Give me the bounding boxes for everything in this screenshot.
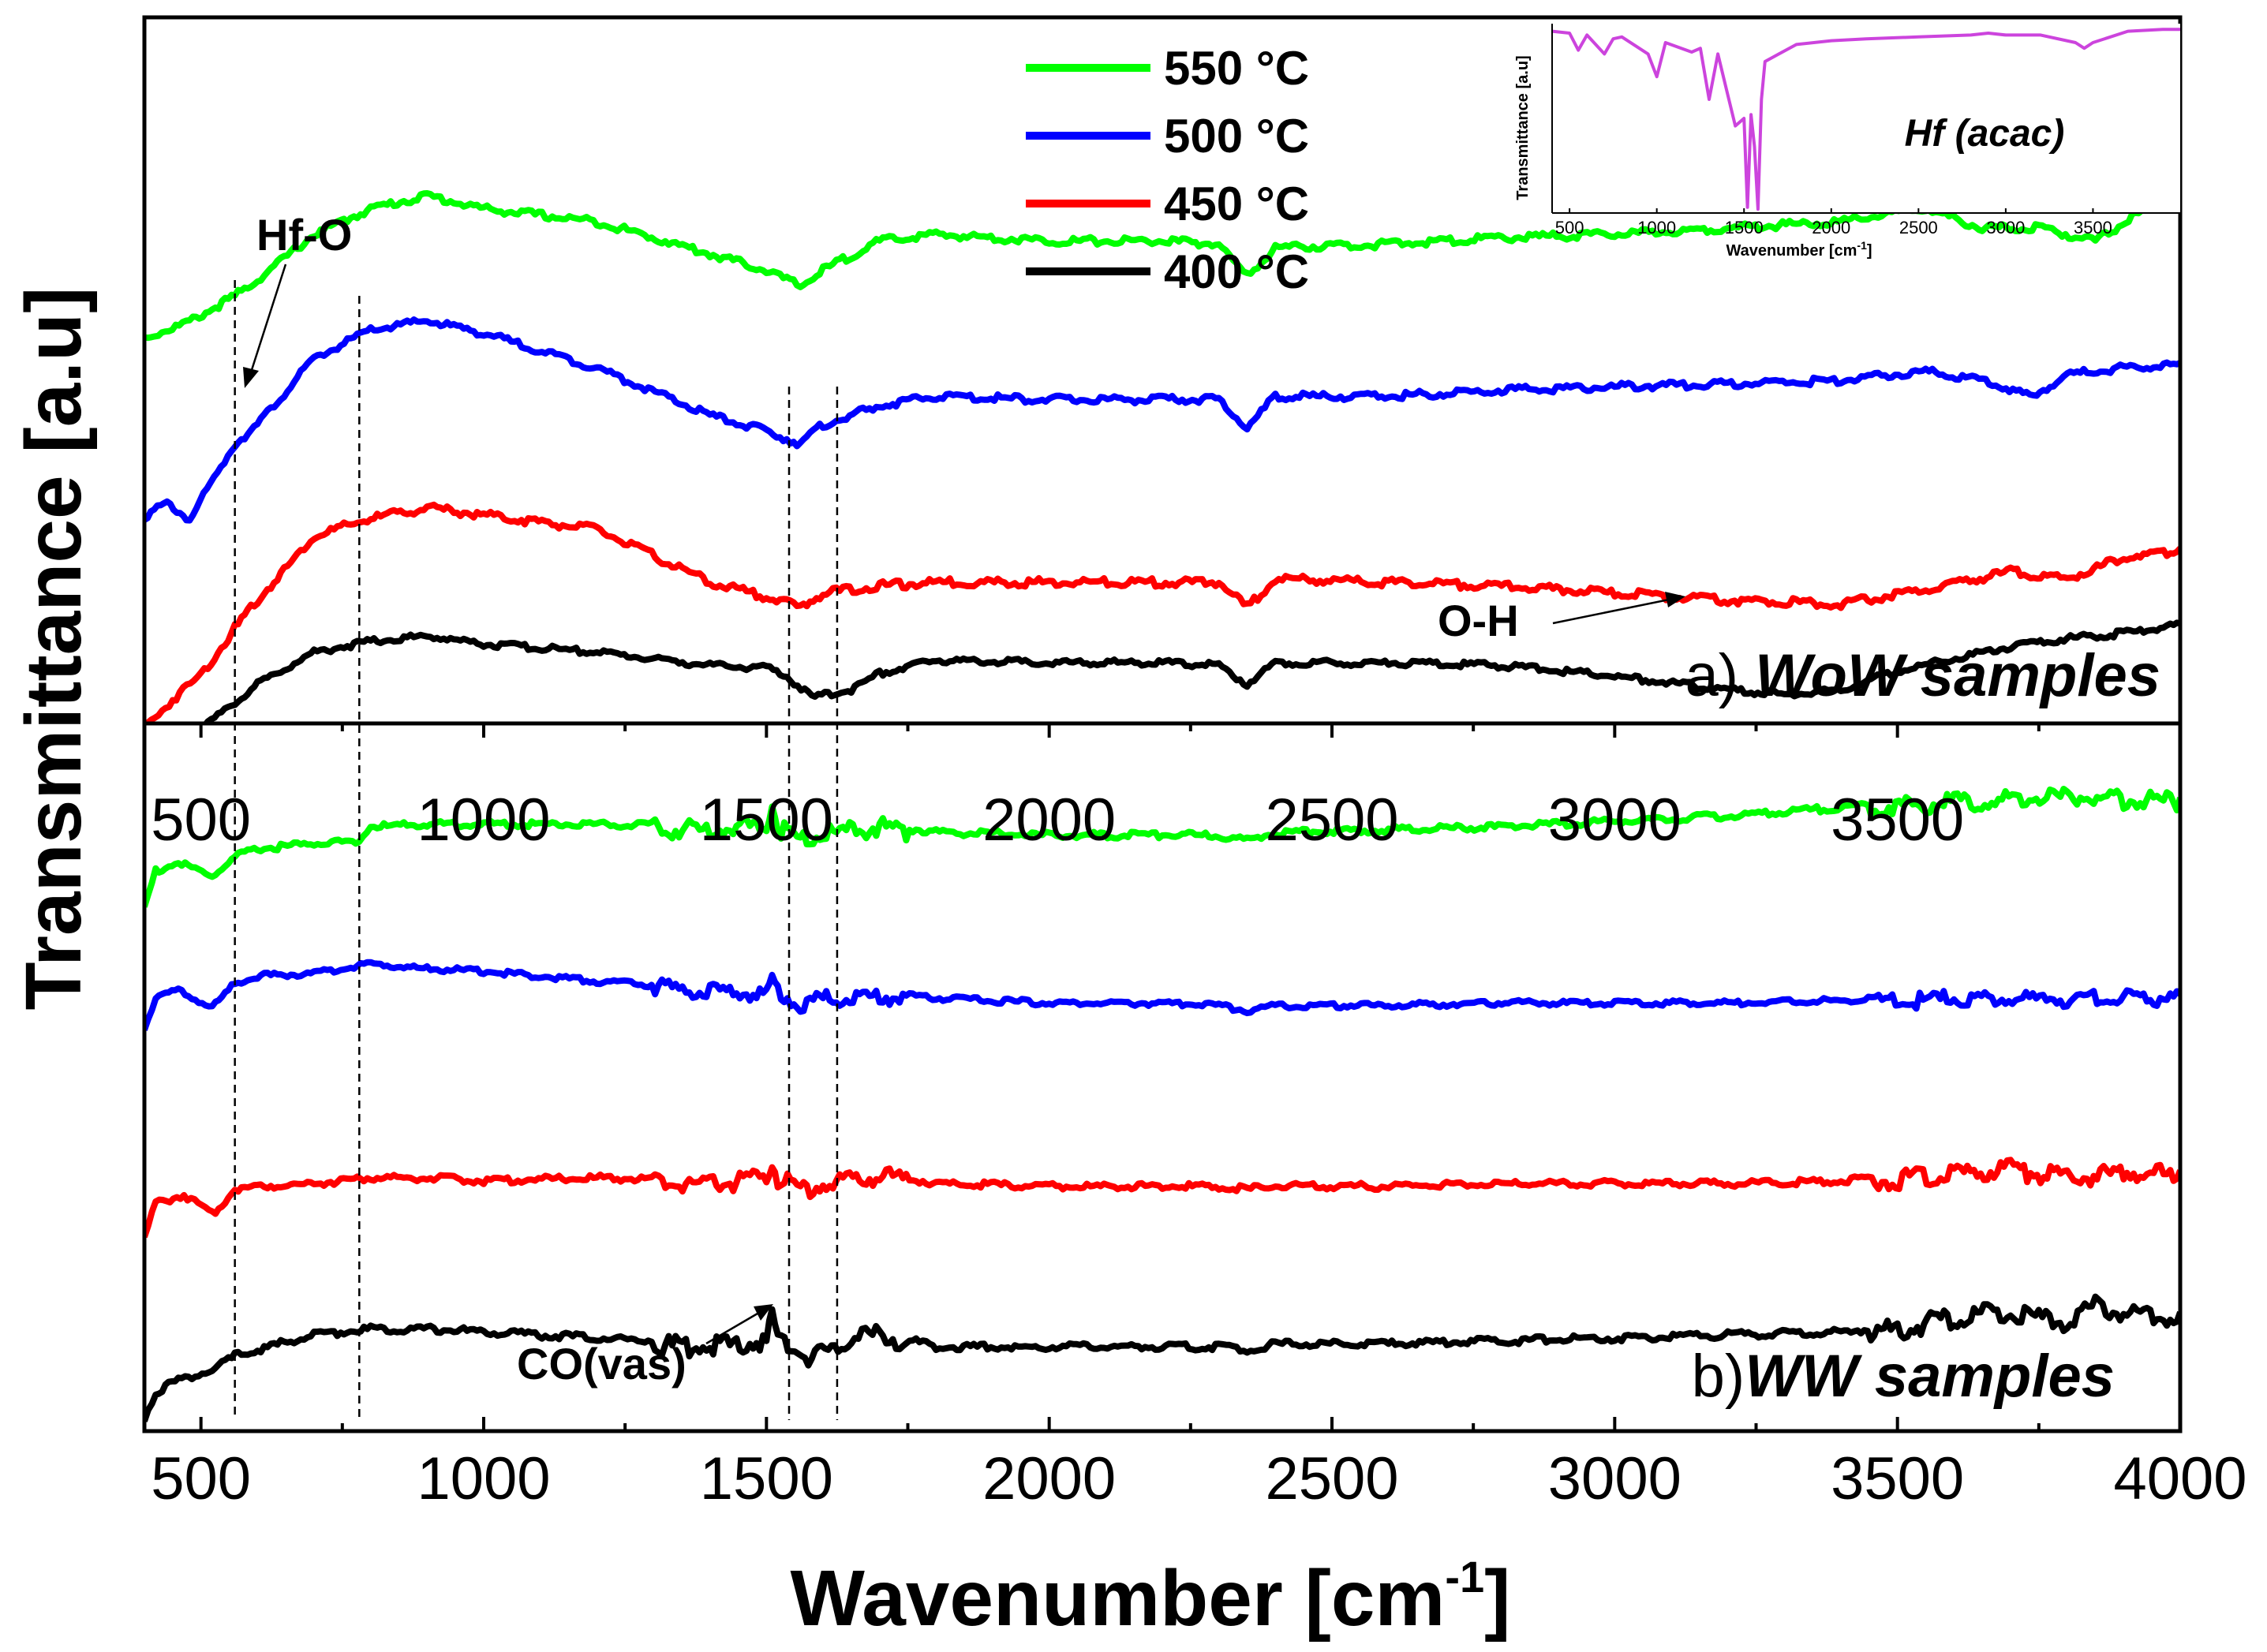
inset-x-title-sup: -1 (1857, 239, 1867, 252)
x-axis-title-sup: -1 (1445, 1552, 1484, 1602)
x-axis-title-main: Wavenumber [cm (791, 1554, 1446, 1643)
panel-b-label-name: WW samples (1745, 1343, 2115, 1410)
reference-lines (234, 280, 839, 1420)
inset-x-title-main: Wavenumber [cm (1726, 242, 1857, 260)
legend-label-1: 500 °C (1164, 110, 1309, 163)
panel-a-label-prefix: a) (1685, 642, 1755, 709)
inset-chart: 500 1000 1500 2000 2500 3000 3500 Hf (acac) Wa… (1514, 24, 2180, 260)
bottom-tick-label-1000: 1000 (417, 1445, 550, 1512)
legend-label-2: 450 °C (1164, 178, 1309, 230)
mid-tick-label-1000: 1000 (417, 787, 550, 854)
annotation-co-vas: CO(vas) (517, 1339, 686, 1389)
bottom-tick-label-4000: 4000 (2113, 1445, 2246, 1512)
inset-tick-label-1000: 1000 (1637, 218, 1676, 237)
middle-axis-ticks (199, 723, 2182, 738)
inset-tick-label-2000: 2000 (1812, 218, 1850, 237)
series-a-550c (144, 190, 2180, 342)
mid-tick-label-3000: 3000 (1548, 787, 1682, 854)
middle-tick-labels: 500 1000 1500 2000 2500 3000 3500 (151, 787, 1964, 854)
series-a-500c (144, 316, 2180, 524)
inset-x-title-close: ] (1867, 242, 1872, 260)
mid-tick-label-3500: 3500 (1831, 787, 1964, 854)
legend: 550 °C 500 °C 450 °C 400 °C (1026, 42, 1309, 298)
series-b-450c (144, 1157, 2180, 1239)
inset-ticks: 500 1000 1500 2000 2500 3000 3500 (1555, 208, 2112, 237)
inset-tick-label-2500: 2500 (1899, 218, 1938, 237)
panel-b-label-prefix: b) (1692, 1343, 1745, 1410)
mid-tick-label-2000: 2000 (982, 787, 1116, 854)
annotation-co-vas-arrowhead (754, 1304, 773, 1321)
bottom-tick-label-1500: 1500 (700, 1445, 833, 1512)
panel-b-frame (142, 721, 2183, 1433)
inset-y-title: Transmittance [a.u] (1514, 55, 1532, 200)
panel-a-label-name: WoW samples (1755, 642, 2160, 709)
bottom-tick-label-500: 500 (151, 1445, 251, 1512)
annotation-hf-o-arrowhead (243, 367, 259, 388)
x-axis-title: Wavenumber [cm-1] (791, 1552, 1511, 1643)
series-b-500c (144, 959, 2180, 1031)
panel-a-plot (144, 190, 2180, 723)
series-b-400c (144, 1293, 2180, 1422)
bottom-tick-label-3000: 3000 (1548, 1445, 1682, 1512)
bottom-tick-label-2000: 2000 (982, 1445, 1116, 1512)
annotation-o-h-arrowhead (1665, 592, 1685, 607)
inset-x-title: Wavenumber [cm-1] (1726, 239, 1872, 260)
bottom-tick-label-3500: 3500 (1831, 1445, 1964, 1512)
inset-tick-label-3000: 3000 (1986, 218, 2025, 237)
panel-a-label: a) WoW samples (1685, 642, 2160, 709)
legend-label-0: 550 °C (1164, 42, 1309, 95)
mid-tick-label-1500: 1500 (700, 787, 833, 854)
annotation-o-h: O-H (1438, 596, 1519, 645)
inset-title: Hf (acac) (1905, 113, 2065, 155)
series-a-400c (202, 619, 2180, 723)
bottom-tick-label-2500: 2500 (1265, 1445, 1398, 1512)
annotation-co-vas-arrow-line (705, 1312, 758, 1345)
series-a-450c (144, 501, 2180, 723)
legend-label-3: 400 °C (1164, 245, 1309, 298)
inset-tick-label-3500: 3500 (2074, 218, 2112, 237)
bottom-tick-labels: 500 1000 1500 2000 2500 3000 3500 4000 (151, 1445, 2246, 1512)
series-b-550c (144, 786, 2180, 908)
panel-b-plot (144, 786, 2180, 1422)
annotation-hf-o: Hf-O (256, 210, 352, 260)
inset-series-hf-acac (1551, 28, 2180, 211)
inset-background (1552, 24, 2180, 213)
inset-tick-label-1500: 1500 (1725, 218, 1764, 237)
panel-b-label: b)WW samples (1692, 1343, 2115, 1410)
annotation-hf-o-arrow-line (249, 263, 287, 373)
mid-tick-label-500: 500 (151, 787, 251, 854)
bottom-axis-ticks (199, 1417, 2182, 1431)
x-axis-title-close: ] (1484, 1554, 1510, 1643)
inset-tick-label-500: 500 (1555, 218, 1584, 237)
annotation-o-h-arrow-line (1552, 598, 1670, 625)
mid-tick-label-2500: 2500 (1265, 787, 1398, 854)
inset-plot (1551, 28, 2180, 211)
y-axis-title: Transmittance [a.u] (9, 287, 98, 1011)
